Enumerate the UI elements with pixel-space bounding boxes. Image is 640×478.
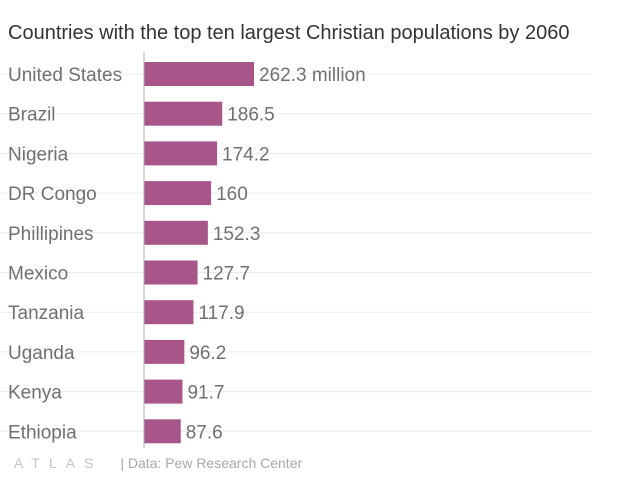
value-label: 87.6: [186, 422, 223, 443]
bar: [144, 62, 254, 86]
data-source: | Data: Pew Research Center: [120, 455, 303, 471]
bar: [144, 300, 194, 325]
value-label: 160: [216, 184, 248, 205]
value-label: 174.2: [222, 144, 270, 165]
value-label: 127.7: [203, 264, 251, 285]
category-label: Tanzania: [8, 303, 84, 324]
value-label: 186.5: [227, 105, 275, 126]
gridlines: [0, 73, 592, 432]
category-label: Uganda: [8, 343, 75, 364]
bar: [144, 419, 181, 444]
category-label: Kenya: [8, 383, 62, 404]
footer: ATLAS | Data: Pew Research Center: [14, 455, 302, 471]
value-label: 117.9: [198, 303, 244, 324]
value-label: 91.7: [187, 383, 224, 404]
bar: [144, 141, 218, 166]
bar: [144, 101, 223, 126]
bar: [144, 220, 208, 245]
bar: [144, 339, 185, 364]
category-labels: United States Brazil Nigeria DR Congo Philli…: [8, 65, 122, 443]
atlas-logo: ATLAS: [14, 455, 103, 471]
bar: [144, 181, 212, 206]
category-label: United States: [8, 65, 122, 86]
category-label: Phillipines: [8, 224, 94, 245]
category-label: Ethiopia: [8, 422, 77, 443]
value-labels: 262.3 million 186.5 174.2 160 152.3 127.7 117.…: [186, 65, 366, 443]
value-label: 96.2: [189, 343, 226, 364]
bar: [144, 379, 183, 404]
category-label: DR Congo: [8, 184, 97, 205]
bar: [144, 260, 198, 285]
bars: [144, 62, 254, 444]
value-label: 152.3: [213, 224, 261, 245]
category-label: Brazil: [8, 105, 56, 126]
category-label: Nigeria: [8, 144, 69, 165]
category-label: Mexico: [8, 264, 68, 285]
value-label: 262.3 million: [259, 65, 366, 86]
chart-title: Countries with the top ten largest Chris…: [8, 22, 570, 44]
